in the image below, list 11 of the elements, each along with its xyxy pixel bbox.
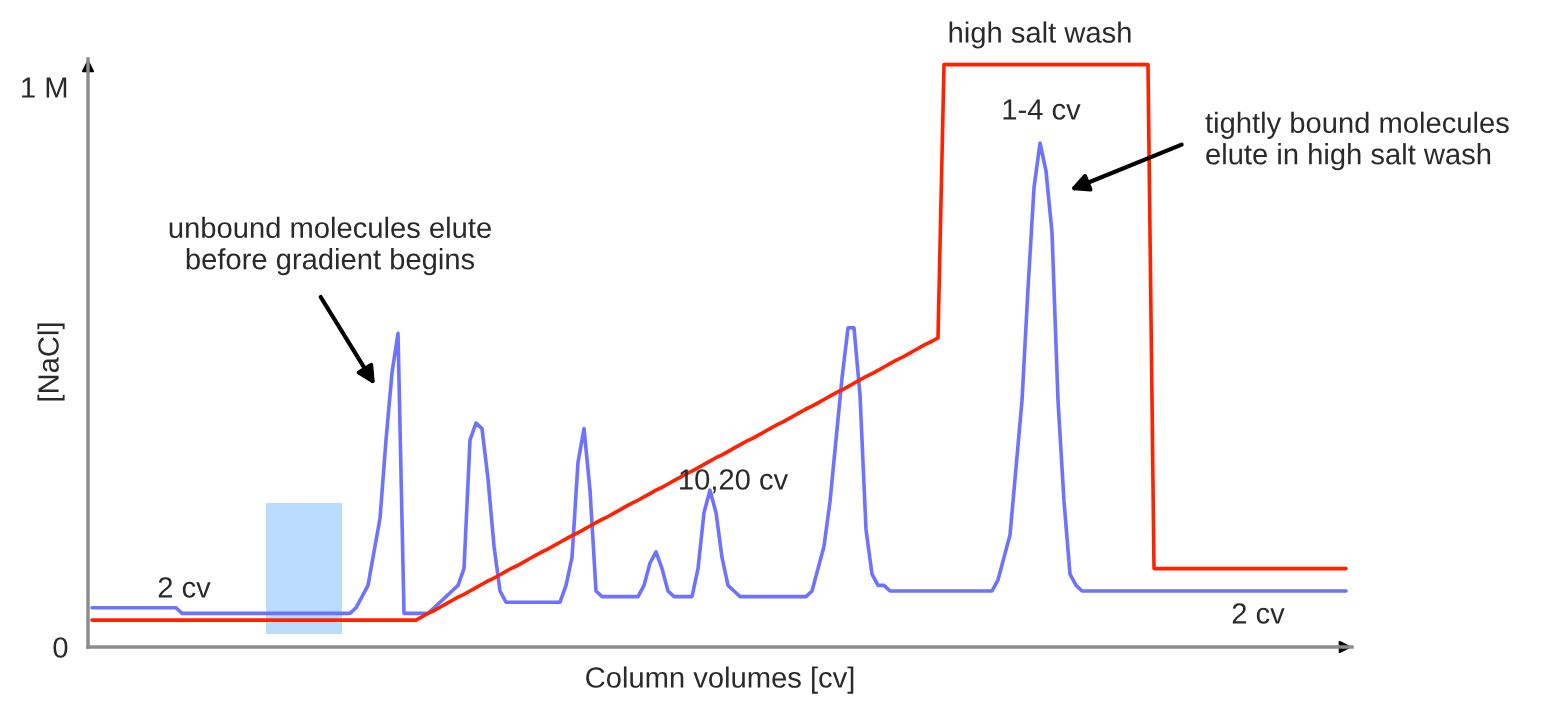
text: high salt wash bbox=[949, 21, 1131, 49]
annotation: 2 cv bbox=[1232, 603, 1285, 624]
x-axis-title: Column volumes [cv] bbox=[586, 666, 854, 694]
y-tick-label: 0 bbox=[53, 637, 68, 658]
y-tick-label: 1 M bbox=[22, 77, 67, 98]
annotation: 2 cv bbox=[158, 577, 211, 598]
annotation: unbound molecules elute before gradient begins bbox=[169, 216, 491, 276]
annotation: 10,20 cv bbox=[680, 469, 789, 494]
annotation: 1-4 cv bbox=[1003, 99, 1081, 120]
y-axis-title: [NaCl] bbox=[37, 323, 65, 401]
annotation: tightly bound molecules elute in high salt wash bbox=[1205, 111, 1509, 171]
